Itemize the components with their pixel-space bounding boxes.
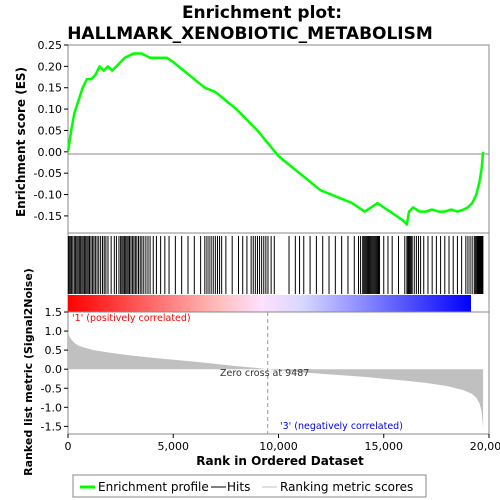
positive-correlation-label: '1' (positively correlated) <box>72 313 191 324</box>
metric-y-tick-label: 0.5 <box>45 344 63 357</box>
es-y-axis-label: Enrichment score (ES) <box>14 67 28 217</box>
legend-frame <box>72 474 427 498</box>
es-panel-frame <box>67 44 490 234</box>
legend-metric-label: Ranking metric scores <box>280 480 413 494</box>
metric-panel: 1.5 1.0 0.5 0.0 -0.5 -1.0 -1.5 '1' (positively… <box>22 268 490 476</box>
es-y-tick-label: 0.20 <box>38 60 63 73</box>
es-y-tick-label: -0.10 <box>34 189 62 202</box>
chart-title-line1: Enrichment plot: <box>182 3 342 23</box>
zero-cross-label: Zero cross at 9487 <box>220 368 309 379</box>
metric-y-axis-label: Ranked list metric (Signal2Noise) <box>22 268 35 476</box>
es-y-tick-label: 0.25 <box>38 39 63 52</box>
legend: Enrichment profile Hits Ranking metric s… <box>72 474 427 498</box>
es-y-tick-label: -0.15 <box>34 210 62 223</box>
x-axis-ticks: 0 5,000 10,000 15,000 20,000 <box>65 434 500 453</box>
legend-enrichment-label: Enrichment profile <box>98 480 209 494</box>
metric-y-tick-label: 0.0 <box>45 363 63 376</box>
legend-hits-label: Hits <box>227 480 250 494</box>
es-y-tick-label: -0.05 <box>34 167 62 180</box>
x-tick-label: 5,000 <box>158 440 190 453</box>
es-y-tick-label: 0.10 <box>38 103 63 116</box>
metric-y-tick-label: 1.5 <box>45 306 63 319</box>
metric-y-ticks: 1.5 1.0 0.5 0.0 -0.5 -1.0 -1.5 <box>41 306 68 433</box>
hit-lines <box>67 236 484 294</box>
chart-title-line2: HALLMARK_XENOBIOTIC_METABOLISM <box>67 24 433 44</box>
metric-y-tick-label: -1.0 <box>41 401 62 414</box>
ranking-metric-area <box>68 331 484 429</box>
metric-y-tick-label: 1.0 <box>45 325 63 338</box>
es-y-tick-label: 0.05 <box>38 124 63 137</box>
metric-y-tick-label: -1.5 <box>41 420 62 433</box>
es-y-tick-label: 0.15 <box>38 82 63 95</box>
es-y-tick-label: 0.00 <box>38 146 63 159</box>
rank-color-bar <box>68 295 471 312</box>
es-y-ticks: 0.25 0.20 0.15 0.10 0.05 0.00 -0.05 -0.10 -0.15 <box>34 39 68 223</box>
x-axis-label: Rank in Ordered Dataset <box>196 454 364 468</box>
es-panel: 0.250.200.150.100.050.00-0.05-0.10-0.15 … <box>14 39 490 234</box>
x-tick-label: 15,000 <box>365 440 404 453</box>
hits-panel <box>67 232 490 314</box>
enrichment-profile-line <box>66 52 485 226</box>
metric-y-tick-label: -0.5 <box>41 382 62 395</box>
x-tick-label: 0 <box>65 440 72 453</box>
x-tick-label: 10,000 <box>259 440 298 453</box>
x-tick-label: 20,000 <box>470 440 500 453</box>
negative-correlation-label: '3' (negatively correlated) <box>280 421 403 432</box>
